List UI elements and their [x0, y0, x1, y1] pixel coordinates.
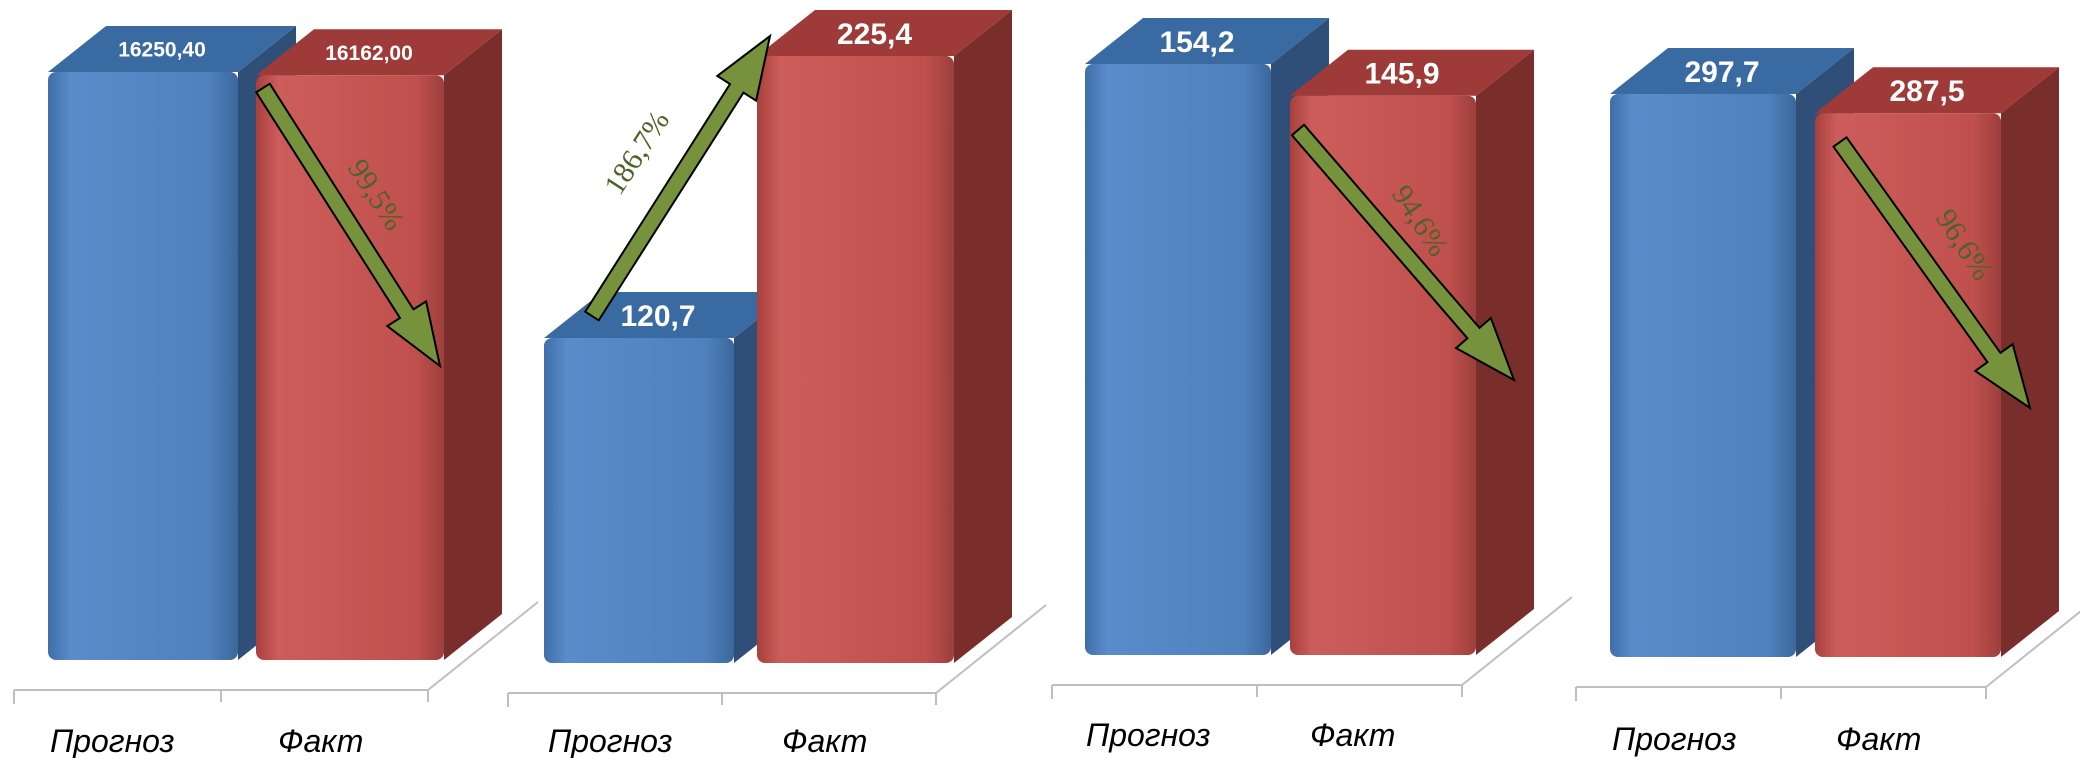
- fact-bar-1-side: [444, 29, 502, 660]
- ratio-arrow-3: [1290, 123, 1516, 383]
- forecast-bar-1-top: [48, 26, 296, 72]
- fact-bar-2-side: [954, 10, 1012, 663]
- value-label-1-2: 16162,00: [325, 42, 413, 65]
- fact-bar-1: [256, 29, 502, 661]
- fact-bar-4-side: [2001, 67, 2059, 657]
- value-label-4-2: 287,5: [1889, 75, 1964, 108]
- category-label-2-2: Факт: [782, 723, 867, 758]
- value-label-2-2: 225,4: [837, 18, 912, 51]
- fact-bar-1-front: [256, 75, 444, 661]
- category-label-1-1: Прогноз: [50, 723, 174, 758]
- fact-bar-3-top: [1290, 49, 1534, 96]
- value-label-3-2: 145,9: [1364, 58, 1439, 91]
- fact-bar-4-front: [1815, 113, 2001, 657]
- fact-bar-4: [1815, 67, 2059, 657]
- category-label-4-2: Факт: [1836, 721, 1921, 757]
- category-label-3-2: Факт: [1310, 717, 1395, 753]
- ratio-arrow-2: [583, 33, 772, 322]
- fact-bar-2-front: [757, 56, 954, 663]
- forecast-bar-1-front: [48, 72, 238, 660]
- forecast-bar-3-top: [1085, 18, 1329, 64]
- forecast-bar-2: [544, 291, 792, 663]
- category-label-2-1: Прогноз: [548, 723, 672, 758]
- chart-floor: [1575, 610, 2080, 701]
- chart-floor: [507, 604, 1047, 707]
- fact-bar-3-front: [1290, 95, 1476, 656]
- forecast-bar-4-front: [1610, 94, 1796, 657]
- fact-bar-2-top: [757, 10, 1012, 56]
- category-label-4-1: Прогноз: [1612, 721, 1736, 757]
- value-label-4-1: 297,7: [1684, 56, 1759, 89]
- fact-bar-1-top: [256, 29, 502, 76]
- forecast-bar-3-front: [1085, 64, 1271, 655]
- fact-bar-3-side: [1476, 49, 1534, 656]
- chart-floor: [13, 601, 539, 704]
- ratio-arrow-1: [254, 82, 442, 369]
- chart-floor: [1051, 596, 1573, 699]
- forecast-bar-4-top: [1610, 48, 1854, 94]
- forecast-bar-2-front: [544, 337, 734, 663]
- ratio-arrow-4: [1832, 135, 2032, 411]
- value-label-3-1: 154,2: [1159, 26, 1234, 59]
- value-label-2-1: 120,7: [620, 300, 695, 333]
- fact-bar-3: [1290, 49, 1534, 656]
- fact-bar-2: [757, 10, 1012, 663]
- category-label-1-2: Факт: [278, 723, 363, 758]
- category-label-3-1: Прогноз: [1086, 717, 1210, 753]
- fact-bar-4-top: [1815, 67, 2059, 114]
- value-label-1-1: 16250,40: [118, 39, 206, 62]
